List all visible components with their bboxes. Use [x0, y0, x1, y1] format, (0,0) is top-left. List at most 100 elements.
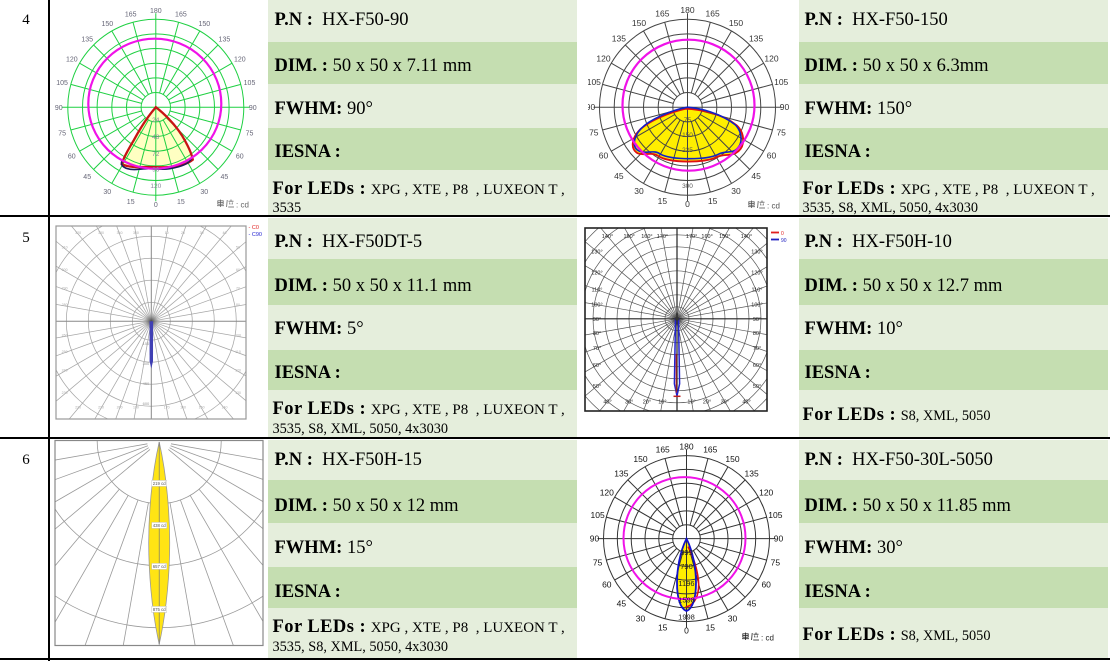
svg-text:240: 240 — [62, 368, 68, 372]
svg-text:180: 180 — [680, 5, 694, 15]
svg-text:30: 30 — [200, 231, 204, 235]
svg-text:20°: 20° — [643, 400, 651, 406]
svg-text:45: 45 — [83, 174, 91, 181]
svg-text:320: 320 — [75, 231, 81, 235]
svg-text:135: 135 — [612, 34, 626, 44]
svg-text:90°: 90° — [753, 317, 761, 323]
svg-text:15: 15 — [706, 623, 716, 633]
svg-text:40°: 40° — [742, 400, 750, 406]
svg-text:30°: 30° — [721, 400, 729, 406]
svg-text:100°: 100° — [591, 303, 602, 309]
svg-text:100°: 100° — [751, 303, 762, 309]
svg-text:150: 150 — [143, 341, 150, 346]
svg-text:165: 165 — [706, 9, 720, 19]
svg-text:220: 220 — [75, 405, 81, 409]
svg-text:120: 120 — [759, 488, 773, 498]
svg-text:0: 0 — [154, 202, 158, 209]
svg-text:: cd: : cd — [236, 201, 249, 210]
svg-text:70: 70 — [236, 287, 240, 291]
svg-text:190: 190 — [133, 405, 139, 409]
svg-text:120: 120 — [600, 488, 614, 498]
svg-text:150: 150 — [199, 405, 205, 409]
svg-text:30: 30 — [636, 613, 646, 623]
svg-text:90: 90 — [780, 102, 790, 112]
svg-text:72: 72 — [152, 151, 160, 158]
svg-text:: cd: : cd — [767, 202, 780, 211]
svg-text:10°: 10° — [687, 400, 695, 406]
svg-text:225: 225 — [682, 147, 693, 154]
svg-text:310: 310 — [62, 246, 68, 250]
svg-text:45: 45 — [617, 599, 627, 609]
svg-text:: cd: : cd — [761, 634, 774, 643]
svg-text:90: 90 — [588, 102, 595, 112]
svg-text:230: 230 — [62, 391, 68, 395]
svg-text:90°: 90° — [593, 317, 601, 323]
svg-text:105: 105 — [244, 80, 256, 87]
svg-text:105: 105 — [768, 510, 782, 520]
svg-text:150: 150 — [729, 18, 743, 28]
svg-text:330: 330 — [98, 231, 104, 235]
svg-text:15: 15 — [658, 623, 668, 633]
svg-text:80: 80 — [236, 303, 240, 307]
svg-text:60: 60 — [236, 154, 244, 161]
svg-text:120: 120 — [66, 57, 78, 64]
svg-text:300: 300 — [62, 268, 68, 272]
svg-text:1196: 1196 — [678, 579, 694, 588]
svg-text:135: 135 — [219, 37, 231, 44]
svg-text:75: 75 — [771, 557, 781, 567]
svg-text:120: 120 — [150, 183, 161, 190]
svg-text:165: 165 — [655, 9, 669, 19]
svg-text:60: 60 — [761, 580, 771, 590]
svg-text:40: 40 — [223, 231, 227, 235]
svg-text:60: 60 — [68, 154, 76, 161]
svg-text:140: 140 — [222, 405, 228, 409]
svg-text:399: 399 — [680, 548, 693, 557]
svg-text:- C0: - C0 — [249, 225, 259, 231]
svg-text:15: 15 — [708, 196, 718, 206]
svg-text:170°: 170° — [686, 234, 697, 240]
svg-text:45: 45 — [751, 171, 761, 181]
svg-text:105: 105 — [591, 510, 605, 520]
svg-text:875 cd: 875 cd — [153, 607, 167, 612]
svg-text:105: 105 — [774, 77, 788, 87]
svg-text:1998: 1998 — [678, 613, 695, 622]
svg-text:160°: 160° — [701, 234, 712, 240]
svg-text:80°: 80° — [753, 331, 761, 337]
svg-text:150: 150 — [198, 21, 210, 28]
svg-text:60°: 60° — [593, 363, 601, 369]
svg-text:75: 75 — [589, 127, 599, 137]
svg-text:75: 75 — [593, 557, 603, 567]
svg-text:135: 135 — [749, 34, 763, 44]
svg-text:150°: 150° — [624, 234, 635, 240]
svg-text:45: 45 — [221, 174, 229, 181]
svg-text:165: 165 — [125, 12, 137, 19]
svg-text:140°: 140° — [741, 234, 752, 240]
svg-text:30°: 30° — [625, 400, 633, 406]
svg-text:45: 45 — [614, 171, 624, 181]
svg-text:30: 30 — [634, 186, 644, 196]
svg-text:105: 105 — [588, 77, 601, 87]
svg-text:50°: 50° — [753, 384, 761, 390]
svg-text:30: 30 — [103, 189, 111, 196]
svg-text:135: 135 — [81, 37, 93, 44]
svg-text:60°: 60° — [753, 363, 761, 369]
svg-text:350: 350 — [133, 231, 139, 235]
svg-text:1598: 1598 — [678, 596, 695, 605]
svg-text:210: 210 — [98, 405, 104, 409]
svg-text:450: 450 — [143, 381, 150, 386]
svg-text:120°: 120° — [591, 271, 602, 277]
svg-text:120: 120 — [234, 57, 246, 64]
svg-text:90: 90 — [55, 105, 63, 112]
svg-text:280: 280 — [62, 303, 68, 307]
svg-text:150: 150 — [101, 21, 113, 28]
svg-text:130°: 130° — [591, 250, 602, 256]
svg-text:15: 15 — [658, 196, 668, 206]
svg-text:60: 60 — [602, 580, 612, 590]
svg-text:130: 130 — [235, 391, 241, 395]
svg-text:110: 110 — [235, 350, 241, 354]
svg-text:165: 165 — [656, 445, 670, 455]
svg-text:135: 135 — [614, 469, 628, 479]
svg-text:45: 45 — [747, 599, 757, 609]
svg-text:96: 96 — [152, 167, 160, 174]
svg-text:90: 90 — [590, 534, 599, 544]
